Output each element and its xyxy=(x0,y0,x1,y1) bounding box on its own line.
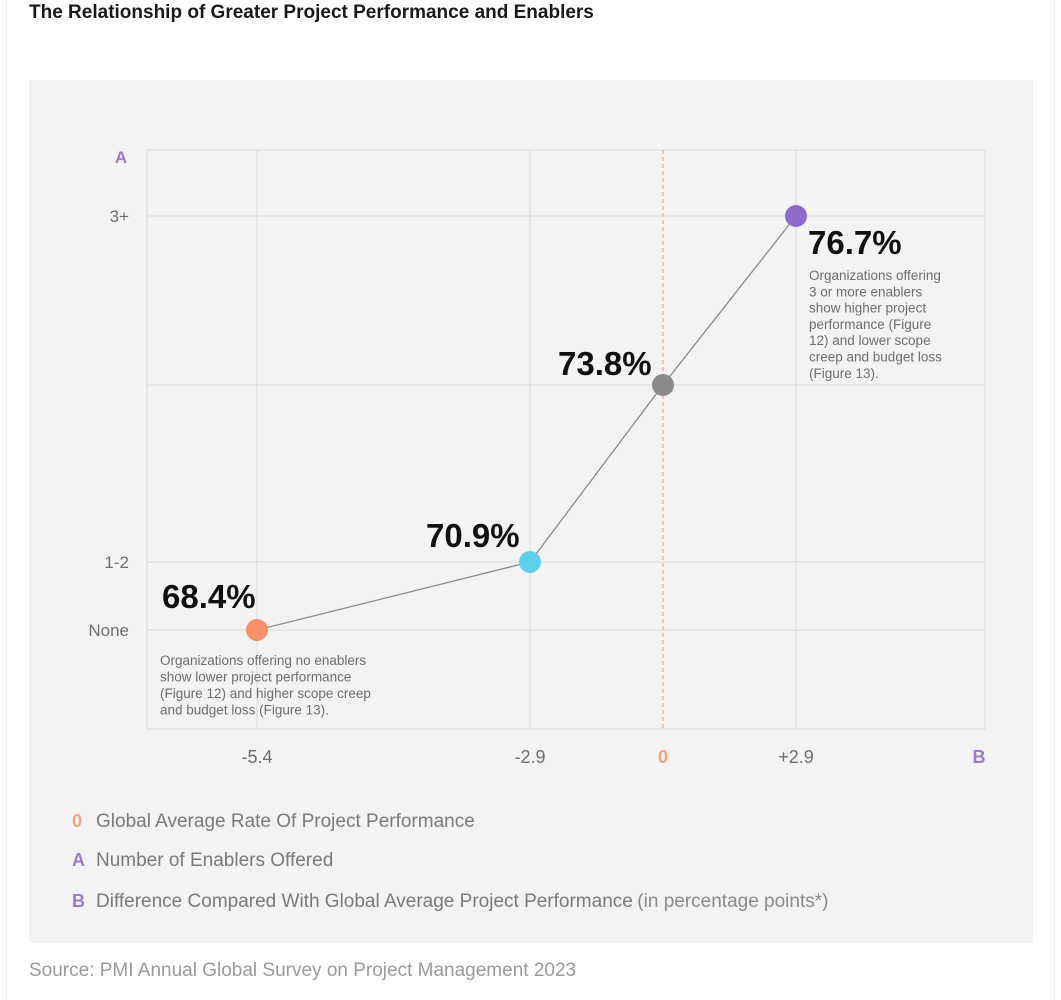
legend-item-enablers: A Number of Enablers Offered xyxy=(72,850,333,872)
x-tick-label: 0 xyxy=(658,747,668,767)
data-point xyxy=(519,551,541,573)
points-group xyxy=(246,205,807,641)
annotation-none-line: Organizations offering no enablers xyxy=(160,653,366,668)
source-note: Source: PMI Annual Global Survey on Proj… xyxy=(29,960,577,981)
frame-left-border xyxy=(6,0,7,1000)
x-tick-label: -5.4 xyxy=(241,747,272,767)
annotation-none-line: show lower project performance xyxy=(160,670,351,685)
series-line-group xyxy=(256,215,797,631)
legend-note-b: (in percentage points*) xyxy=(637,891,829,912)
x-tick-label: +2.9 xyxy=(778,747,814,767)
y-tick-label: 3+ xyxy=(110,207,129,226)
annotation-three-plus-line: Organizations offering xyxy=(809,268,941,283)
annotation-three-plus-line: show higher project xyxy=(809,301,926,316)
y-tick-label: 1-2 xyxy=(104,553,129,572)
chart-title: The Relationship of Greater Project Perf… xyxy=(29,2,594,23)
annotation-three-plus-line: creep and budget loss xyxy=(809,350,942,365)
plot-frame xyxy=(146,149,986,730)
legend-item-global-average: 0 Global Average Rate Of Project Performa… xyxy=(72,811,475,833)
axis-marker-b: B xyxy=(973,747,986,767)
grid: None 1-2 3+ -5.4 -2.9 0 +2.9 A B xyxy=(88,148,986,767)
annotation-none-line: and budget loss (Figure 13). xyxy=(160,703,329,718)
annotation-three-plus-line: 12) and lower scope xyxy=(809,333,931,348)
legend-label-b: Difference Compared With Global Average … xyxy=(96,891,633,912)
annotations-group: Organizations offering no enablers show l… xyxy=(160,268,942,718)
legend-label-0: Global Average Rate Of Project Performan… xyxy=(96,811,475,832)
frame-right-border xyxy=(1054,0,1055,1000)
data-point xyxy=(785,205,807,227)
legend-key-0: 0 xyxy=(72,811,83,831)
y-tick-label: None xyxy=(88,621,129,640)
data-label: 76.7% xyxy=(808,224,902,261)
annotation-three-plus-line: 3 or more enablers xyxy=(809,284,923,299)
legend-key-a: A xyxy=(72,850,85,870)
annotation-none-line: (Figure 12) and higher scope creep xyxy=(160,686,371,701)
data-point xyxy=(652,374,674,396)
x-tick-label: -2.9 xyxy=(514,747,545,767)
series-line xyxy=(256,215,797,631)
legend-item-difference: B Difference Compared With Global Average… xyxy=(72,891,828,913)
labels-group: 68.4% 70.9% 73.8% 76.7% xyxy=(162,224,902,615)
legend-label-a: Number of Enablers Offered xyxy=(96,850,334,871)
legend-key-b: B xyxy=(72,891,85,911)
data-label: 68.4% xyxy=(162,578,256,615)
annotation-three-plus-line: (Figure 13). xyxy=(809,366,879,381)
data-label: 73.8% xyxy=(558,345,652,382)
data-point xyxy=(246,619,268,641)
chart-panel xyxy=(29,80,1033,943)
axis-marker-a: A xyxy=(115,148,127,167)
data-label: 70.9% xyxy=(426,517,520,554)
annotation-three-plus-line: performance (Figure xyxy=(809,317,931,332)
